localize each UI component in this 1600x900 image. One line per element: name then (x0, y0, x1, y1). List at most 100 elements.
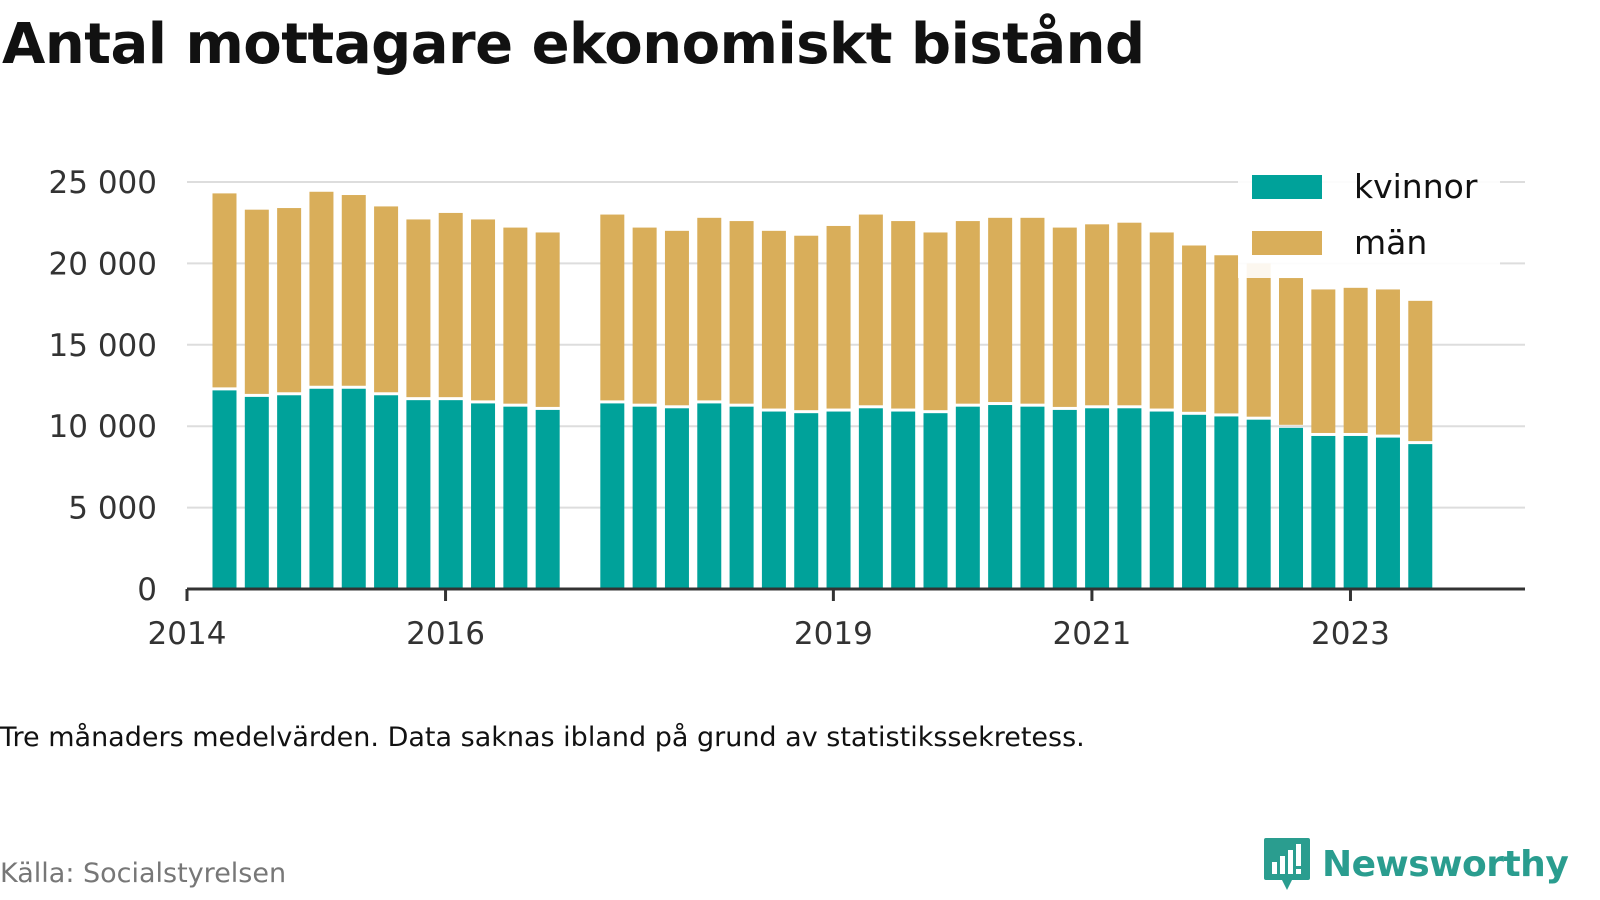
bar-man (535, 232, 560, 407)
bar-man (632, 227, 657, 404)
bar-kvinnor (277, 395, 302, 589)
bar-man (1182, 245, 1207, 412)
y-tick-label: 25 000 (49, 165, 157, 201)
bar-man (858, 214, 883, 406)
bar-kvinnor (1311, 435, 1336, 589)
bar-kvinnor (374, 395, 399, 589)
bar-kvinnor (761, 411, 786, 589)
bar-man (1085, 224, 1110, 406)
bar-man (600, 214, 625, 401)
bar-man (891, 221, 916, 409)
bar-man (438, 212, 463, 398)
bar-man (923, 232, 948, 411)
bar-man (503, 227, 528, 404)
bar-man (1375, 289, 1400, 435)
bar-man (1311, 289, 1336, 433)
bar-man (955, 221, 980, 404)
bar-man (374, 206, 399, 393)
y-tick-label: 20 000 (49, 246, 157, 282)
bar-man (697, 217, 722, 401)
bar-kvinnor (244, 396, 269, 589)
bar-kvinnor (697, 403, 722, 589)
legend-swatch (1252, 231, 1322, 255)
bar-kvinnor (858, 408, 883, 589)
bar-kvinnor (1279, 427, 1304, 589)
bar-kvinnor (341, 388, 366, 589)
x-tick-label: 2021 (1052, 616, 1131, 652)
x-tick-label: 2016 (406, 616, 485, 652)
bar-man (1052, 227, 1077, 407)
bar-man (1279, 278, 1304, 425)
bar-kvinnor (891, 411, 916, 589)
x-axis: 2014 2016 2019 2021 2023 (148, 587, 1525, 652)
legend-swatch (1252, 175, 1322, 199)
bar-man (1408, 300, 1433, 442)
bar-man (1343, 287, 1368, 433)
bar-kvinnor (632, 406, 657, 589)
bar-man (1214, 255, 1239, 414)
bar-man (277, 208, 302, 393)
legend: kvinnor män (1238, 166, 1500, 278)
bar-kvinnor (1020, 406, 1045, 589)
brand-name: Newsworthy (1322, 843, 1569, 885)
bar-kvinnor (1246, 419, 1271, 589)
bar-kvinnor (988, 405, 1013, 589)
bar-kvinnor (438, 400, 463, 589)
bar-man (729, 221, 754, 404)
bar-kvinnor (535, 409, 560, 589)
bar-kvinnor (1375, 437, 1400, 589)
legend-label: kvinnor (1354, 167, 1478, 206)
y-tick-label: 15 000 (49, 328, 157, 364)
bars (212, 191, 1433, 589)
chart-title: Antal mottagare ekonomiskt bistånd (2, 12, 1145, 77)
bar-kvinnor (1343, 435, 1368, 589)
bar-kvinnor (664, 408, 689, 589)
bar-man (826, 225, 851, 409)
x-tick-label: 2019 (794, 616, 873, 652)
y-axis-tick-labels: 0 5 000 10 000 15 000 20 000 25 000 (49, 165, 157, 608)
bar-kvinnor (406, 400, 431, 589)
legend-label: män (1354, 223, 1427, 262)
bar-man (988, 217, 1013, 403)
bar-kvinnor (1408, 444, 1433, 589)
chart-note: Tre månaders medelvärden. Data saknas ib… (0, 722, 1085, 753)
bar-man (244, 209, 269, 394)
bar-kvinnor (309, 388, 334, 589)
y-tick-label: 5 000 (68, 491, 157, 527)
bar-man (664, 230, 689, 406)
x-tick-label: 2014 (148, 616, 227, 652)
bar-kvinnor (1052, 409, 1077, 589)
bar-kvinnor (600, 403, 625, 589)
bar-kvinnor (503, 406, 528, 589)
bar-kvinnor (826, 411, 851, 589)
bar-kvinnor (729, 406, 754, 589)
bar-kvinnor (923, 413, 948, 589)
bar-kvinnor (471, 403, 496, 589)
bar-man (341, 195, 366, 386)
bar-man (761, 230, 786, 409)
y-tick-label: 0 (137, 572, 157, 608)
bar-man (309, 191, 334, 386)
bar-man (1117, 222, 1142, 406)
bar-kvinnor (955, 406, 980, 589)
bar-kvinnor (1085, 408, 1110, 589)
bar-man (471, 219, 496, 401)
bar-kvinnor (1149, 411, 1174, 589)
newsworthy-logo: Newsworthy (1262, 836, 1569, 892)
bar-man (406, 219, 431, 398)
bar-man (1246, 263, 1271, 417)
bar-man (794, 235, 819, 411)
bar-chart-icon (1264, 838, 1310, 890)
y-tick-label: 10 000 (49, 409, 157, 445)
bar-man (1149, 232, 1174, 409)
bar-man (212, 193, 237, 388)
bar-kvinnor (212, 390, 237, 589)
bar-man (1020, 217, 1045, 404)
source-label: Källa: Socialstyrelsen (0, 858, 287, 889)
bar-kvinnor (1182, 414, 1207, 589)
bar-kvinnor (1214, 416, 1239, 589)
bar-kvinnor (1117, 408, 1142, 589)
x-tick-label: 2023 (1311, 616, 1390, 652)
bar-kvinnor (794, 413, 819, 589)
